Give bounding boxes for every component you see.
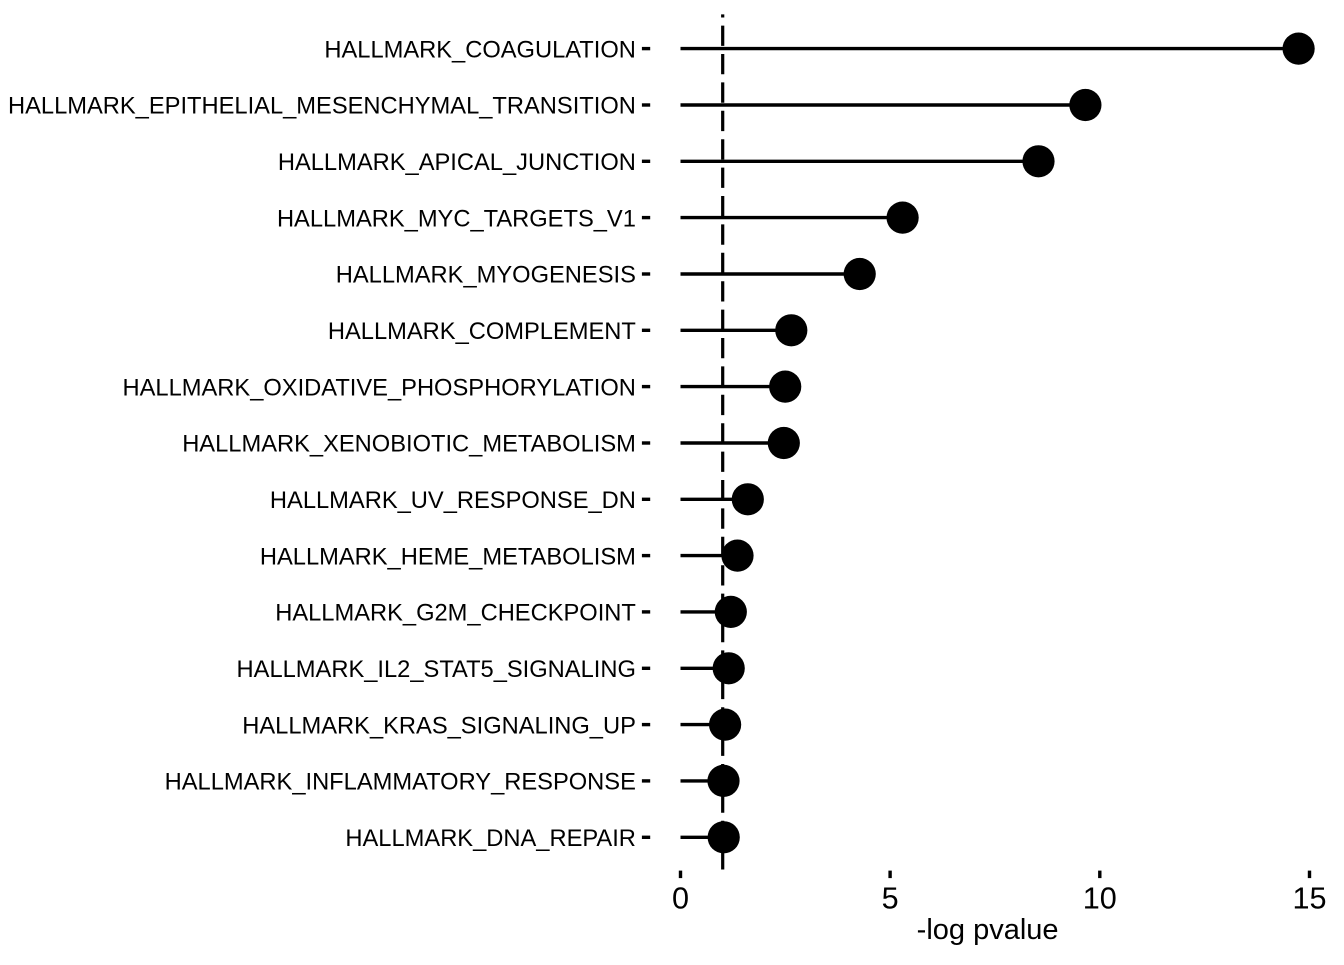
svg-text:15: 15 [1292,882,1326,916]
svg-text:HALLMARK_IL2_STAT5_SIGNALING: HALLMARK_IL2_STAT5_SIGNALING [237,657,636,683]
svg-text:5: 5 [882,882,899,916]
svg-text:HALLMARK_COMPLEMENT: HALLMARK_COMPLEMENT [328,319,636,345]
svg-text:HALLMARK_MYC_TARGETS_V1: HALLMARK_MYC_TARGETS_V1 [277,206,636,232]
svg-text:HALLMARK_UV_RESPONSE_DN: HALLMARK_UV_RESPONSE_DN [270,488,636,514]
svg-text:HALLMARK_APICAL_JUNCTION: HALLMARK_APICAL_JUNCTION [278,150,636,176]
svg-text:HALLMARK_G2M_CHECKPOINT: HALLMARK_G2M_CHECKPOINT [275,601,636,627]
svg-text:HALLMARK_DNA_REPAIR: HALLMARK_DNA_REPAIR [345,826,635,852]
svg-text:0: 0 [672,882,689,916]
svg-text:HALLMARK_EPITHELIAL_MESENCHYMA: HALLMARK_EPITHELIAL_MESENCHYMAL_TRANSITI… [8,94,636,120]
svg-text:HALLMARK_MYOGENESIS: HALLMARK_MYOGENESIS [336,263,636,289]
svg-text:10: 10 [1083,882,1117,916]
svg-text:HALLMARK_COAGULATION: HALLMARK_COAGULATION [324,37,636,63]
svg-text:HALLMARK_OXIDATIVE_PHOSPHORYLA: HALLMARK_OXIDATIVE_PHOSPHORYLATION [123,375,636,401]
svg-text:-log pvalue: -log pvalue [917,914,1059,946]
svg-text:HALLMARK_INFLAMMATORY_RESPONSE: HALLMARK_INFLAMMATORY_RESPONSE [165,770,636,796]
svg-text:HALLMARK_HEME_METABOLISM: HALLMARK_HEME_METABOLISM [260,544,636,570]
svg-text:HALLMARK_XENOBIOTIC_METABOLISM: HALLMARK_XENOBIOTIC_METABOLISM [182,432,636,458]
svg-text:HALLMARK_KRAS_SIGNALING_UP: HALLMARK_KRAS_SIGNALING_UP [242,713,636,739]
